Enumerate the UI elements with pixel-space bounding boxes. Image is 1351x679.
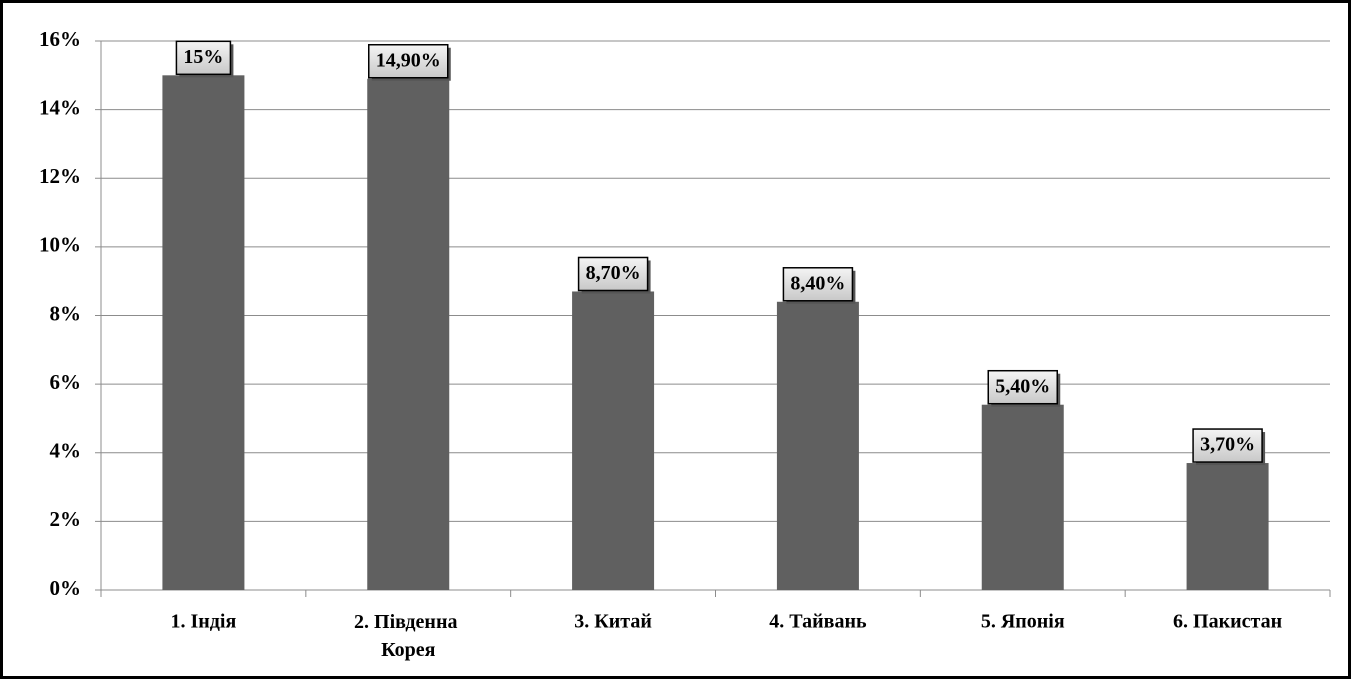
value-label: 14,90% (368, 43, 451, 81)
value-label: 8,40% (782, 267, 856, 304)
value-label: 5,40% (987, 369, 1061, 407)
bar (162, 75, 245, 590)
x-tick-label: 5. Японія (981, 611, 1065, 633)
y-tick-label: 14% (39, 95, 81, 119)
value-label-box (987, 369, 1058, 405)
y-tick-label: 6% (50, 370, 82, 394)
value-label-text: 8,70% (586, 262, 641, 284)
y-tick-label: 16% (39, 27, 81, 51)
y-tick-label: 0% (50, 576, 82, 600)
value-label-text: 3,70% (1200, 434, 1255, 456)
y-tick-label: 8% (50, 301, 82, 325)
bar (1186, 463, 1269, 590)
x-tick-label: 3. Китай (574, 611, 652, 633)
x-tick-label: 4. Тайвань (769, 611, 867, 633)
value-label-text: 15% (183, 46, 223, 68)
value-label-box (1192, 428, 1263, 463)
y-tick-label: 4% (50, 439, 82, 463)
bar (367, 78, 450, 591)
x-tick-label: 2. Південна Корея (354, 611, 462, 661)
bar (572, 291, 655, 590)
value-label-box (368, 43, 449, 79)
value-label-text: 14,90% (376, 49, 441, 71)
y-tick-label: 2% (50, 507, 82, 531)
y-tick-label: 10% (39, 233, 81, 257)
value-label: 3,70% (1192, 428, 1266, 466)
value-label: 8,70% (577, 256, 651, 294)
x-tick-label: 1. Індія (171, 611, 237, 633)
bar (776, 301, 859, 590)
x-tick-label: 6. Пакистан (1173, 611, 1282, 633)
bar (981, 404, 1064, 590)
value-label-text: 8,40% (790, 272, 845, 294)
value-label: 15% (175, 40, 234, 78)
value-label-box (175, 40, 232, 76)
value-label-text: 5,40% (995, 375, 1050, 397)
value-label-box (577, 256, 649, 292)
y-tick-label: 12% (39, 164, 81, 188)
value-label-box (782, 267, 854, 302)
